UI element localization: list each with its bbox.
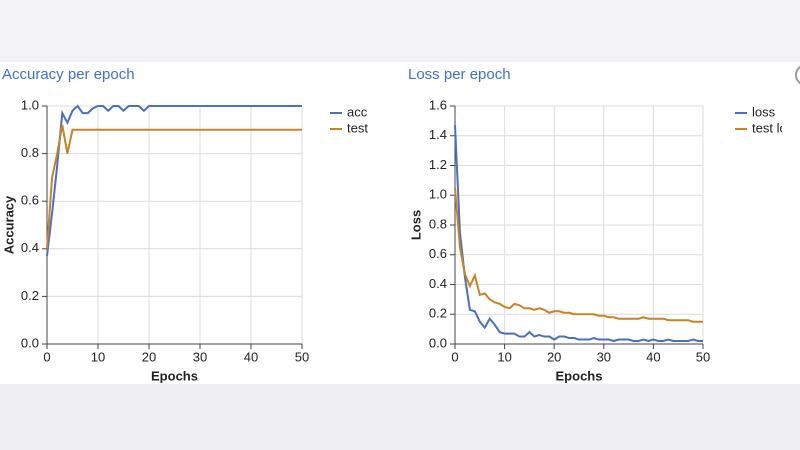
y-tick-label: 0.8 (21, 145, 39, 160)
data-line (454, 125, 703, 343)
chart-title: Accuracy per epoch (2, 66, 135, 83)
x-tick-label: 40 (244, 349, 258, 364)
x-axis-label: Epochs (151, 368, 198, 383)
chart-title: Loss per epoch (408, 66, 511, 83)
data-line (46, 104, 302, 257)
legend-label: test (347, 120, 368, 135)
top-blur (0, 0, 800, 62)
x-tick-label: 30 (597, 349, 611, 364)
x-tick-label: 0 (451, 349, 458, 364)
y-tick-label: 0.4 (21, 240, 39, 255)
y-tick-label: 0.2 (429, 306, 447, 321)
x-tick-label: 30 (193, 349, 207, 364)
icon (795, 65, 800, 85)
y-tick-label: 0.6 (429, 246, 447, 261)
x-tick-label: 20 (547, 349, 561, 364)
x-tick-label: 10 (91, 349, 105, 364)
x-tick-label: 20 (142, 349, 156, 364)
y-tick-label: 0.4 (429, 276, 447, 291)
chart: Loss per epoch 0.0 0.2 0.4 0.6 0.8 1.0 1.2 1.4 1.… (408, 66, 800, 383)
chart: Accuracy per epoch 0.0 0.2 0.4 0.6 0.8 1.0 0 10 2… (1, 66, 368, 383)
y-axis-label: Loss (408, 210, 423, 240)
y-tick-label: 1.4 (429, 127, 447, 142)
y-tick-label: 0.8 (429, 216, 447, 231)
x-tick-label: 40 (646, 349, 660, 364)
y-tick-label: 1.0 (429, 187, 447, 202)
legend-label: loss (752, 104, 776, 119)
panel (0, 62, 800, 384)
data-line (46, 124, 302, 249)
y-tick-label: 1.6 (429, 97, 447, 112)
y-tick-label: 0.0 (429, 335, 447, 350)
y-tick-label: 1.0 (21, 97, 39, 112)
x-tick-label: 50 (295, 349, 309, 364)
x-tick-label: 50 (696, 349, 710, 364)
y-tick-label: 0.2 (21, 288, 39, 303)
y-tick-label: 0.0 (21, 335, 39, 350)
y-tick-label: 1.2 (429, 157, 447, 172)
x-tick-label: 10 (497, 349, 511, 364)
y-tick-label: 0.6 (21, 193, 39, 208)
data-line (454, 187, 703, 323)
x-axis-label: Epochs (556, 368, 603, 383)
legend-label: acc (347, 104, 368, 119)
legend-label: test loss (752, 120, 800, 135)
y-axis-label: Accuracy (1, 195, 16, 254)
bottom-blur (0, 384, 800, 450)
x-tick-label: 0 (43, 349, 50, 364)
